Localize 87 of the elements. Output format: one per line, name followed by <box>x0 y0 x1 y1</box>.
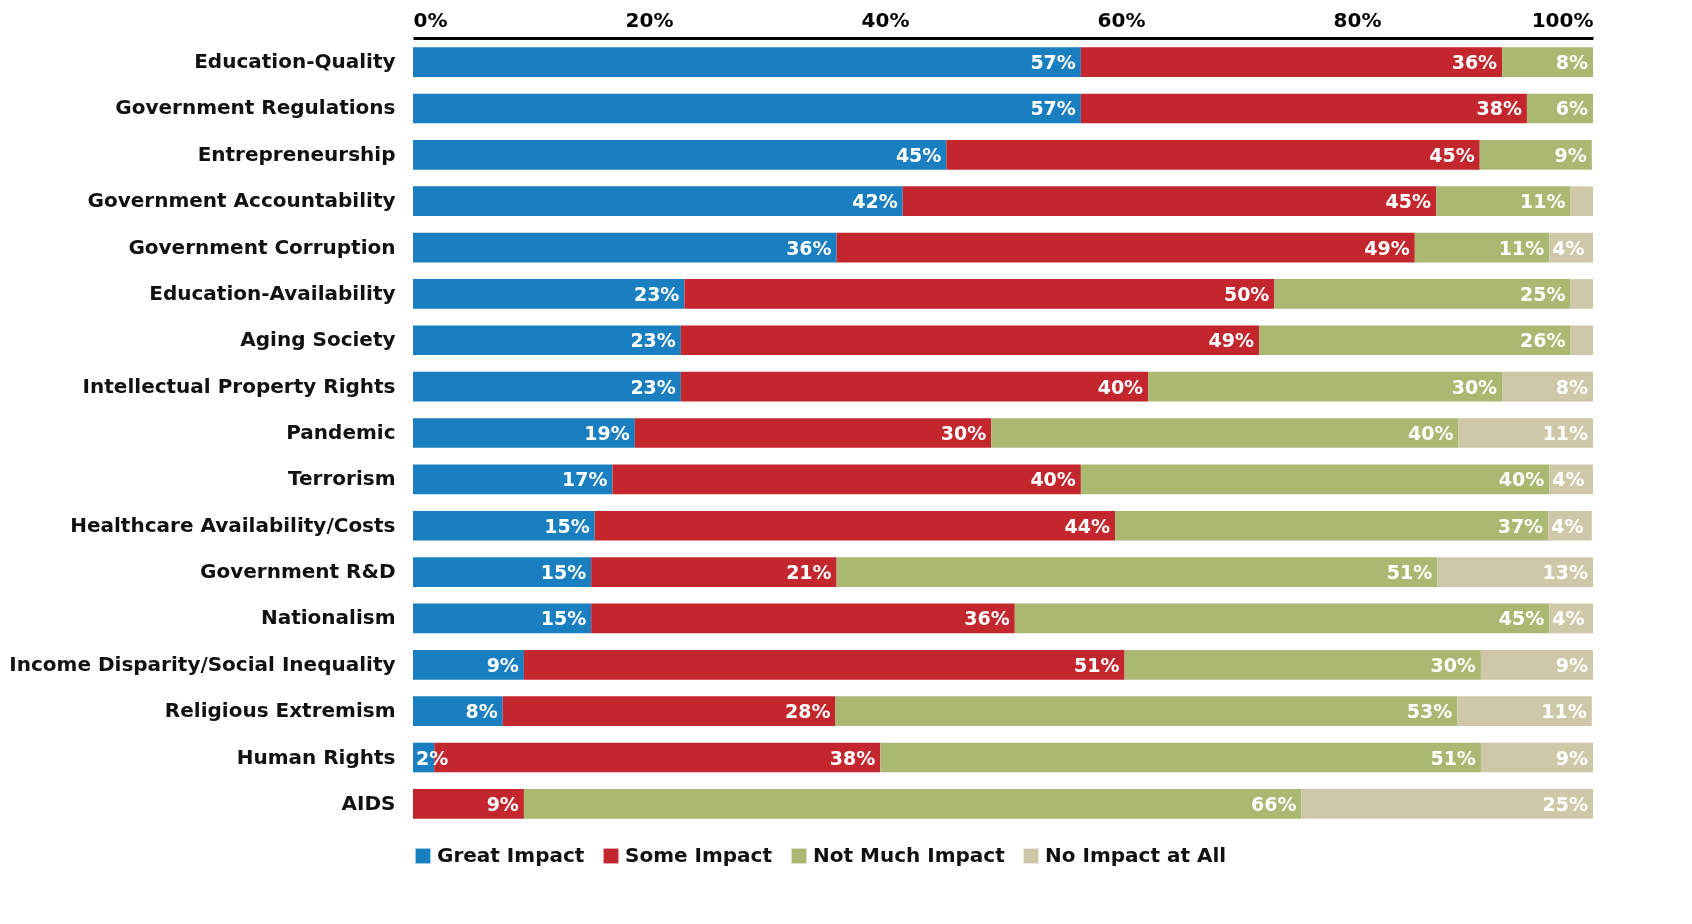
data-label: 50% <box>1223 282 1270 305</box>
data-label: 30% <box>1430 653 1476 676</box>
data-label: 8% <box>465 700 498 723</box>
data-label: 23% <box>633 282 680 305</box>
data-label: 4% <box>1552 607 1585 630</box>
y-tick-label: Entrepreneurship <box>197 141 396 166</box>
y-tick-label: Education-Availability <box>149 280 396 305</box>
data-label: 30% <box>940 422 987 444</box>
data-label: 44% <box>1064 514 1111 537</box>
y-tick-label: Government R&D <box>200 559 396 584</box>
data-label: 57% <box>1030 97 1076 120</box>
y-tick-label: Government Corruption <box>128 234 396 259</box>
data-label: 9% <box>1555 746 1588 769</box>
data-label: 37% <box>1497 514 1544 537</box>
data-label: 36% <box>964 607 1010 630</box>
y-tick-label: Aging Society <box>240 327 396 352</box>
data-label: 40% <box>1030 468 1076 491</box>
x-tick-label: 0% <box>413 7 448 32</box>
data-label: 36% <box>786 236 832 259</box>
data-label: 4% <box>1552 468 1585 491</box>
data-label: 9% <box>1555 653 1588 676</box>
data-label: 28% <box>784 700 831 723</box>
y-tick-label: Human Rights <box>236 744 396 769</box>
y-tick-label: Pandemic <box>286 420 396 444</box>
data-label: 42% <box>852 190 898 213</box>
data-label: 49% <box>1364 236 1410 259</box>
data-label: 45% <box>1429 143 1475 166</box>
y-tick-label: Education-Quality <box>194 49 396 74</box>
data-label: 38% <box>1476 97 1522 120</box>
data-label: 66% <box>1251 792 1297 815</box>
data-label: 25% <box>1542 792 1588 815</box>
y-tick-label: Healthcare Availability/Costs <box>70 512 396 537</box>
data-label: 15% <box>544 514 590 537</box>
data-label: 11% <box>1520 190 1566 213</box>
data-label: 15% <box>540 607 587 630</box>
x-tick-label: 40% <box>861 7 910 32</box>
data-label: 25% <box>1520 282 1566 305</box>
y-tick-label: Religious Extremism <box>164 698 396 723</box>
data-label: 13% <box>1542 561 1588 584</box>
legend-label: No Impact at All <box>1045 843 1227 867</box>
y-tick-label: Terrorism <box>288 466 396 491</box>
data-label: 23% <box>630 375 676 398</box>
data-label: 8% <box>1555 51 1588 74</box>
legend-label: Great Impact <box>437 843 585 867</box>
data-label: 30% <box>1451 375 1498 398</box>
data-label: 6% <box>1555 97 1588 120</box>
data-label: 49% <box>1208 329 1255 352</box>
data-label: 17% <box>561 468 608 491</box>
data-label: 51% <box>1386 561 1433 584</box>
data-label: 11% <box>1498 236 1545 259</box>
data-label: 19% <box>584 422 630 444</box>
data-label: 9% <box>486 792 519 815</box>
data-label: 4% <box>1552 236 1585 259</box>
data-label: 53% <box>1406 700 1453 723</box>
y-tick-label: Income Disparity/Social Inequality <box>9 651 396 676</box>
data-label: 45% <box>895 143 942 166</box>
legend-label: Not Much Impact <box>813 843 1006 867</box>
data-label: 23% <box>630 329 676 352</box>
data-label: 9% <box>1554 143 1587 166</box>
data-label: 51% <box>1074 653 1120 676</box>
x-tick-label: 100% <box>1531 7 1594 32</box>
data-label: 40% <box>1408 422 1454 444</box>
y-tick-label: Nationalism <box>260 605 396 630</box>
x-tick-label: 20% <box>625 7 674 32</box>
data-label: 15% <box>540 561 587 584</box>
data-label: 36% <box>1451 51 1498 74</box>
data-label: 40% <box>1097 375 1144 398</box>
y-tick-label: Government Regulations <box>115 95 396 120</box>
legend-label: Some Impact <box>625 843 773 867</box>
x-tick-label: 60% <box>1097 7 1146 32</box>
y-tick-label: Intellectual Property Rights <box>82 373 396 398</box>
data-label: 57% <box>1030 51 1076 74</box>
data-label: 4% <box>1551 514 1584 537</box>
data-label: 38% <box>829 746 876 769</box>
data-label: 9% <box>486 653 519 676</box>
y-tick-label: AIDS <box>341 790 396 815</box>
data-label: 40% <box>1498 468 1545 491</box>
y-tick-label: Government Accountability <box>87 188 396 213</box>
data-label: 21% <box>786 561 832 584</box>
data-label: 11% <box>1541 700 1587 723</box>
data-label: 11% <box>1542 422 1588 444</box>
data-label: 26% <box>1520 329 1566 352</box>
data-label: 45% <box>1498 607 1545 630</box>
x-tick-label: 80% <box>1333 7 1382 32</box>
data-label: 45% <box>1385 190 1432 213</box>
data-label: 51% <box>1430 746 1476 769</box>
data-label: 8% <box>1555 375 1588 398</box>
